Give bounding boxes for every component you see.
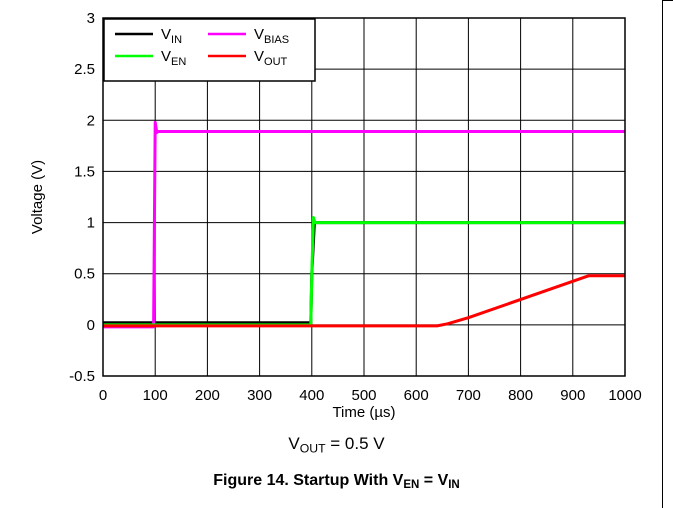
y-tick-label: 3 [87,10,95,27]
y-tick-label: 0.5 [74,266,95,283]
figure-caption: Figure 14. Startup With VEN = VIN [0,472,673,492]
legend-label-vin: VIN [161,26,182,46]
x-tick-label: 600 [404,387,429,404]
x-tick-label: 200 [195,387,220,404]
condition-sub: OUT [299,441,326,456]
x-tick-label: 500 [351,387,376,404]
frame-right-border [662,0,663,508]
x-tick-label: 800 [508,387,533,404]
legend-label-vout: VOUT [254,48,288,68]
legend-label-ven: VEN [161,48,186,68]
tick-labels: 0 100 200 300 400 500 600 700 800 900 1000-0.500.5… [69,10,642,404]
caption-sub-en: EN [403,479,420,492]
y-tick-label: 2.5 [74,61,95,78]
condition-label: VOUT = 0.5 V [0,434,673,456]
plot-border [102,17,626,377]
x-tick-label: 300 [247,387,272,404]
frame-top-border [662,0,673,1]
x-tick-label: 1000 [608,387,641,404]
y-tick-label: -0.5 [69,368,95,385]
legend: VIN VBIAS VEN VOUT [103,18,316,82]
series-line-vout [103,274,625,328]
x-tick-label: 400 [299,387,324,404]
x-tick-label: 0 [99,387,107,404]
x-tick-label: 100 [143,387,168,404]
y-tick-label: 2 [87,112,95,129]
condition-main: V [288,434,300,453]
x-tick-label: 900 [560,387,585,404]
x-axis-label: Time (µs) [332,404,395,421]
caption-sub-in: IN [448,479,460,492]
y-axis-label: Voltage (V) [29,160,46,234]
legend-label-vbias: VBIAS [254,26,289,46]
y-tick-label: 0 [87,317,95,334]
x-tick-label: 700 [456,387,481,404]
line-chart: 0 100 200 300 400 500 600 700 800 900 1000-0.500.5… [29,10,642,421]
caption-mid: = V [419,472,449,489]
series-lines [103,120,625,329]
y-tick-label: 1 [87,215,95,232]
y-tick-label: 1.5 [74,163,95,180]
condition-rest: = 0.5 V [325,434,385,453]
legend-box [103,18,316,82]
caption-prefix: Figure 14. Startup With V [213,472,404,489]
